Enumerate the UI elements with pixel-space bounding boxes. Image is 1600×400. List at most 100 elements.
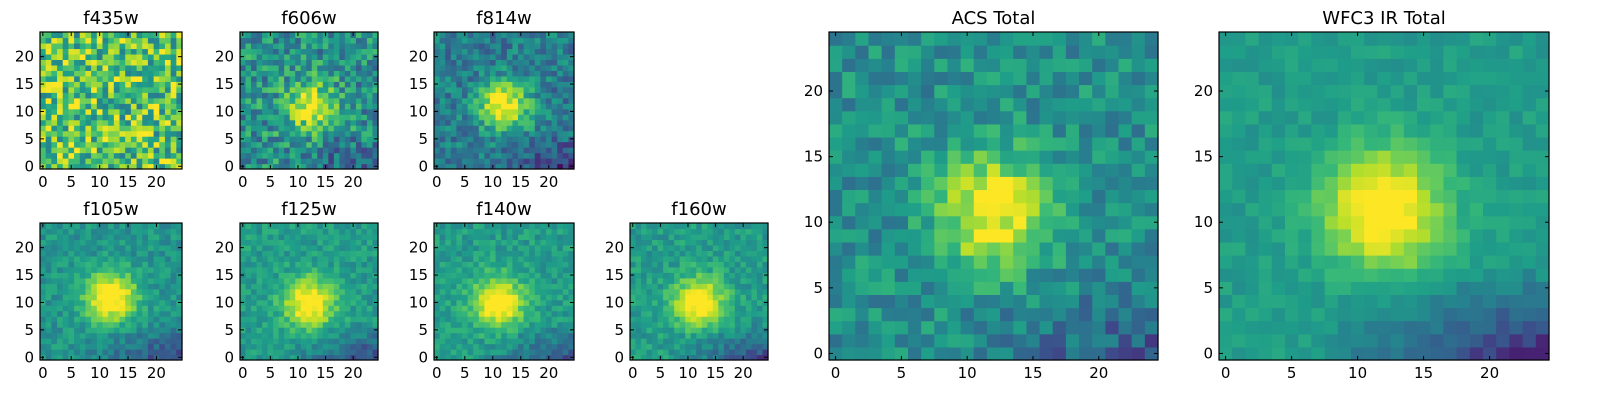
heatmap-cell [546,64,553,71]
heatmap-cell [170,310,177,317]
heatmap-cell [289,283,296,290]
heatmap-cell [478,354,485,361]
heatmap-cell [57,114,64,121]
heatmap-cell [306,97,313,104]
heatmap-cell [278,316,285,323]
heatmap-cell [68,97,75,104]
heatmap-cell [734,272,741,279]
heatmap-cell [450,86,457,93]
heatmap-cell [478,86,485,93]
heatmap-cell [125,228,132,235]
heatmap-cell [751,305,758,312]
heatmap-cell [85,255,92,262]
heatmap-cell [484,70,491,77]
heatmap-cell [568,321,575,328]
heatmap-cell [62,59,69,66]
heatmap-cell [317,283,324,290]
heatmap-cell [74,141,81,148]
heatmap-cell [551,288,558,295]
heatmap-cell [40,114,47,121]
heatmap-cell [96,81,104,88]
heatmap-cell [68,299,75,306]
heatmap-cell [40,316,47,323]
heatmap-cell [40,152,47,159]
heatmap-cell [663,272,670,279]
heatmap-cell [635,244,642,251]
heatmap-cell [562,136,569,143]
heatmap-cell [646,250,653,257]
heatmap-cell [523,294,530,301]
heatmap-cell [842,163,856,177]
heatmap-cell [1118,333,1133,348]
heatmap-cell [284,136,291,143]
heatmap-cell [85,42,92,50]
heatmap-cell [113,130,121,137]
heatmap-cell [113,321,121,328]
heatmap-cell [91,327,98,334]
heatmap-cell [501,305,508,312]
heatmap-cell [450,332,457,339]
heatmap-cell [176,239,183,246]
heatmap-cell [445,272,452,279]
heatmap-cell [333,48,340,55]
heatmap-cell [729,327,736,334]
heatmap-cell [663,343,670,350]
heatmap-cell [756,294,764,301]
heatmap-cell [119,338,126,345]
heatmap-cell [251,152,258,159]
heatmap-cell [478,316,485,323]
heatmap-cell [501,239,508,246]
heatmap-cell [490,114,497,121]
heatmap-cell [51,255,58,262]
heatmap-cell [663,294,670,301]
heatmap-cell [868,281,883,295]
heatmap-cell [267,59,274,66]
heatmap-cell [1065,333,1080,348]
heatmap-cell [568,343,575,350]
heatmap-cell [445,266,452,273]
heatmap-cell [635,343,642,350]
heatmap-cell [322,305,329,312]
heatmap-cell [147,130,155,137]
heatmap-cell [153,244,160,251]
heatmap-cell [534,81,541,88]
heatmap-cell [473,53,480,60]
heatmap-cell [62,158,69,165]
heatmap-cell [751,250,758,257]
heatmap-cell [273,147,280,154]
heatmap-cell [164,86,172,93]
heatmap-cell [842,215,856,230]
heatmap-cell [540,332,547,339]
heatmap-cell [96,136,104,143]
heatmap-cell [311,86,318,93]
heatmap-cell [57,228,64,235]
heatmap-cell [295,244,302,251]
heatmap-cell [960,255,975,269]
heatmap-cell [734,310,741,317]
heatmap-cell [322,310,329,317]
heatmap-cell [512,288,519,295]
heatmap-cell [284,327,291,334]
heatmap-cell [894,346,909,361]
heatmap-cell [690,316,697,323]
heatmap-cell [85,114,92,121]
heatmap-cell [1026,294,1041,309]
heatmap-cell [306,255,313,262]
heatmap-cell [523,233,530,241]
heatmap-cell [85,223,92,230]
heatmap-cell [85,152,92,159]
heatmap-cell [108,42,115,50]
heatmap-cell [57,152,64,159]
heatmap-cell [102,136,109,143]
heatmap-cell [51,141,58,148]
heatmap-cell [125,272,132,279]
heatmap-cell [495,283,502,290]
heatmap-cell [756,321,764,328]
heatmap-cell [723,354,730,361]
heatmap-cell [136,92,143,99]
heatmap-cell [142,228,149,235]
heatmap-cell [339,266,346,273]
heatmap-cell [256,349,263,356]
heatmap-cell [1118,228,1133,243]
heatmap-cell [495,75,502,82]
